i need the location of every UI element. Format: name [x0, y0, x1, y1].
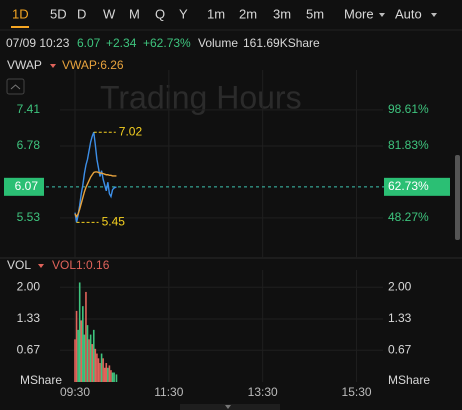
- volume-bar: [108, 365, 111, 382]
- timeframe-tab[interactable]: 3m: [273, 6, 291, 21]
- timeframe-tab[interactable]: Q: [155, 6, 165, 21]
- vol-indicator-name[interactable]: VOL: [7, 258, 31, 272]
- timeframe-tab[interactable]: D: [77, 6, 86, 21]
- dropdown-caret: [431, 13, 437, 17]
- indicator-value: VWAP:6.26: [62, 58, 124, 72]
- volume-bar: [78, 282, 81, 382]
- volume-bar: [92, 329, 95, 382]
- y-tick-label: 5.53: [17, 210, 41, 224]
- x-tick-label: 11:30: [154, 385, 183, 399]
- quote-time: 07/09 10:23: [6, 36, 70, 50]
- timeframe-tab[interactable]: 5D: [50, 6, 67, 21]
- indicator-caret: [50, 64, 56, 68]
- x-tick-label: 15:30: [342, 385, 372, 399]
- volume-bar: [74, 339, 76, 382]
- low-label: 5.45: [102, 215, 126, 229]
- volume-bar: [88, 339, 90, 382]
- volume-bar: [97, 358, 100, 382]
- volume-bar: [115, 374, 118, 382]
- timeframe-tab[interactable]: M: [129, 6, 140, 21]
- volume-bar: [89, 334, 92, 382]
- x-tick-label: 13:30: [248, 385, 278, 399]
- collapse-button[interactable]: [6, 78, 25, 95]
- range-handle[interactable]: [180, 404, 280, 410]
- y2-tick-label: 48.27%: [388, 210, 429, 224]
- volume-bar: [111, 372, 114, 382]
- y-tick-label: 0.67: [17, 342, 41, 356]
- vol-indicator-caret: [38, 264, 44, 268]
- last-price-box: [4, 177, 44, 196]
- price-line: [74, 171, 117, 219]
- y2-tick-label: 98.61%: [388, 102, 429, 116]
- active-tab-underline: [11, 26, 29, 28]
- vol-indicator-value: VOL1:0.16: [52, 258, 110, 272]
- dropdown-caret: [379, 13, 385, 17]
- quote-change-pct: +62.73%: [143, 36, 191, 50]
- volume-bar: [113, 372, 115, 382]
- volume-bar: [75, 310, 78, 382]
- volume-bar: [100, 353, 103, 382]
- scale-mode[interactable]: Auto: [395, 6, 422, 21]
- vol-unit-left: MShare: [20, 373, 62, 387]
- volume-bar: [77, 329, 79, 382]
- y-tick-label-right: 0.67: [388, 342, 412, 356]
- quote-volume-label: Volume: [198, 36, 238, 50]
- y-tick-label: 6.78: [17, 138, 41, 152]
- y-tick-label: 1.33: [17, 311, 41, 325]
- volume-bar: [107, 367, 109, 382]
- collapse-icon: [10, 84, 21, 90]
- y-tick-label: 2.00: [17, 279, 41, 293]
- y-tick-label-right: 2.00: [388, 279, 412, 293]
- scrollbar[interactable]: [455, 155, 460, 240]
- y-tick-label-right: 1.33: [388, 311, 412, 325]
- volume-bar: [91, 344, 94, 382]
- volume-bar: [82, 306, 84, 382]
- volume-bar: [80, 320, 83, 382]
- timeframe-tab[interactable]: W: [103, 6, 116, 21]
- price-line: [74, 132, 117, 223]
- timeframe-tab[interactable]: 1D: [12, 6, 29, 21]
- timeframe-tab[interactable]: More: [344, 6, 374, 21]
- y-tick-label: 7.41: [17, 102, 41, 116]
- indicator-name[interactable]: VWAP: [7, 58, 42, 72]
- volume-bar: [96, 353, 98, 382]
- last-pct-label: 62.73%: [388, 179, 429, 193]
- volume-bar: [110, 370, 112, 382]
- y2-tick-label: 81.83%: [388, 138, 429, 152]
- timeframe-tab[interactable]: 5m: [306, 6, 324, 21]
- last-pct-box: [384, 177, 450, 196]
- volume-bar: [105, 363, 108, 382]
- volume-bar: [86, 325, 89, 382]
- volume-bar: [94, 348, 97, 382]
- volume-bar: [103, 367, 106, 382]
- volume-bar: [102, 358, 104, 382]
- timeframe-tab[interactable]: 1m: [207, 6, 225, 21]
- timeframe-tab[interactable]: Y: [179, 6, 188, 21]
- volume-bar: [83, 334, 86, 382]
- last-price-label: 6.07: [15, 179, 39, 193]
- high-label: 7.02: [119, 124, 143, 138]
- quote-price: 6.07: [77, 36, 101, 50]
- timeframe-tab[interactable]: 2m: [239, 6, 257, 21]
- range-caret: [225, 405, 231, 409]
- volume-bar: [85, 291, 87, 382]
- quote-change: +2.34: [106, 36, 137, 50]
- quote-volume: 161.69KShare: [243, 36, 320, 50]
- x-tick-label: 09:30: [60, 385, 90, 399]
- vol-unit-right: MShare: [388, 373, 430, 387]
- volume-bar: [99, 363, 101, 382]
